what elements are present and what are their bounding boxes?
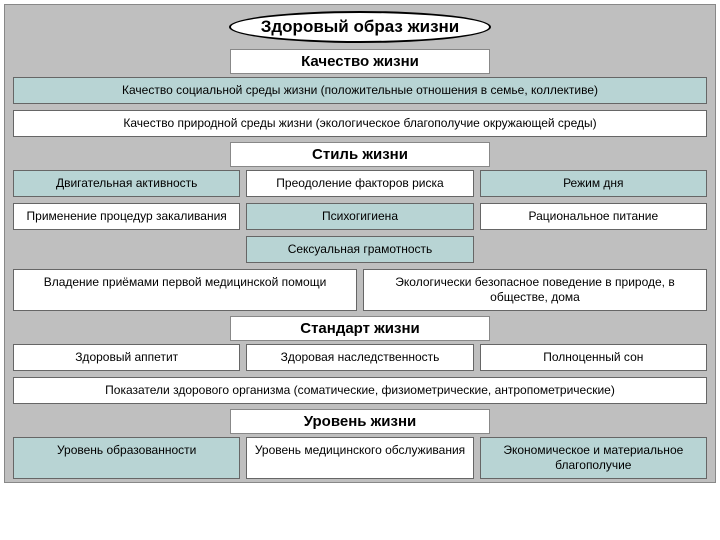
section-header-row-0: Качество жизни <box>5 47 715 74</box>
cell: Экономическое и материальное благополучи… <box>480 437 707 479</box>
cell: Полноценный сон <box>480 344 707 371</box>
cell: Владение приёмами первой медицинской пом… <box>13 269 357 311</box>
cell: Режим дня <box>480 170 707 197</box>
diagram-container: Здоровый образ жизни Качество жизни Каче… <box>4 4 716 483</box>
cell: Экологически безопасное поведение в прир… <box>363 269 707 311</box>
row-1-2: Сексуальная грамотность <box>5 233 715 266</box>
cell: Рациональное питание <box>480 203 707 230</box>
section-header-0: Качество жизни <box>230 49 490 74</box>
row-0-1: Качество природной среды жизни (экологич… <box>5 107 715 140</box>
cell: Качество природной среды жизни (экологич… <box>13 110 707 137</box>
section-header-row-1: Стиль жизни <box>5 140 715 167</box>
cell: Здоровая наследственность <box>246 344 473 371</box>
row-3-0: Уровень образованности Уровень медицинск… <box>5 434 715 482</box>
row-1-3: Владение приёмами первой медицинской пом… <box>5 266 715 314</box>
cell: Сексуальная грамотность <box>246 236 473 263</box>
main-title-ellipse: Здоровый образ жизни <box>229 11 492 43</box>
row-2-0: Здоровый аппетит Здоровая наследственнос… <box>5 341 715 374</box>
section-header-row-2: Стандарт жизни <box>5 314 715 341</box>
row-2-1: Показатели здорового организма (соматиче… <box>5 374 715 407</box>
row-1-1: Применение процедур закаливания Психогиг… <box>5 200 715 233</box>
cell: Двигательная активность <box>13 170 240 197</box>
section-header-2: Стандарт жизни <box>230 316 490 341</box>
cell: Показатели здорового организма (соматиче… <box>13 377 707 404</box>
row-1-0: Двигательная активность Преодоление факт… <box>5 167 715 200</box>
cell: Уровень образованности <box>13 437 240 479</box>
cell: Качество социальной среды жизни (положит… <box>13 77 707 104</box>
row-0-0: Качество социальной среды жизни (положит… <box>5 74 715 107</box>
section-header-3: Уровень жизни <box>230 409 490 434</box>
title-wrap: Здоровый образ жизни <box>5 5 715 47</box>
cell: Уровень медицинского обслуживания <box>246 437 473 479</box>
cell: Преодоление факторов риска <box>246 170 473 197</box>
cell: Применение процедур закаливания <box>13 203 240 230</box>
section-header-1: Стиль жизни <box>230 142 490 167</box>
cell: Психогигиена <box>246 203 473 230</box>
section-header-row-3: Уровень жизни <box>5 407 715 434</box>
cell: Здоровый аппетит <box>13 344 240 371</box>
